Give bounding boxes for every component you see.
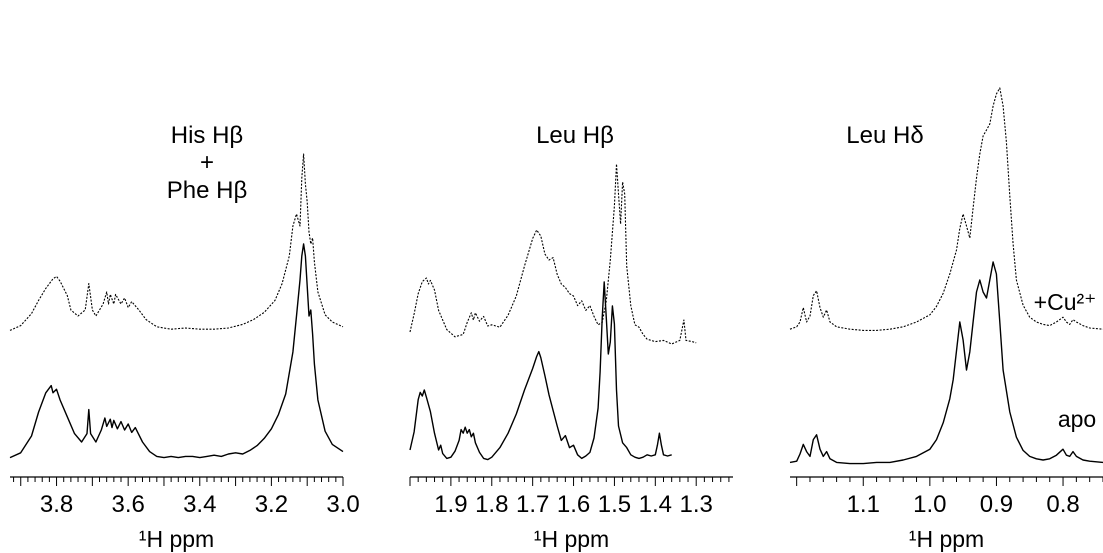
spectrum-trace-solid bbox=[409, 281, 672, 461]
tick-label: 1.7 bbox=[516, 491, 549, 518]
tick-label: 1.9 bbox=[434, 491, 467, 518]
panel-leu-delta: +Cu²⁺ apo 1.1 1.0 0.9 0.8 ¹H ppm Leu Hδ bbox=[789, 87, 1103, 552]
tick-label: 1.0 bbox=[913, 491, 946, 518]
tick-label: 3.2 bbox=[255, 491, 288, 518]
spectrum-trace-dotted bbox=[409, 163, 697, 345]
peak-annotation: Leu Hδ bbox=[846, 122, 923, 149]
tick-label: 1.1 bbox=[847, 491, 880, 518]
panel-his-phe: 3.8 3.6 3.4 3.2 3.0 ¹H ppm His Hβ+Phe Hβ bbox=[9, 122, 360, 552]
spectrum-trace-solid bbox=[789, 261, 1103, 465]
peak-annotation: His Hβ bbox=[171, 122, 243, 149]
peak-annotation: Phe Hβ bbox=[167, 177, 248, 204]
spectrum-trace-dotted bbox=[9, 153, 344, 331]
x-axis-title: ¹H ppm bbox=[534, 526, 609, 552]
tick-label: 3.4 bbox=[183, 491, 216, 518]
tick-label: 0.8 bbox=[1046, 491, 1079, 518]
tick-label: 3.8 bbox=[40, 491, 73, 518]
x-axis-title: ¹H ppm bbox=[909, 526, 984, 552]
tick-label: 1.4 bbox=[639, 491, 672, 518]
tick-label: 1.8 bbox=[475, 491, 508, 518]
spectrum-trace-dotted bbox=[789, 87, 1103, 331]
spectrum-trace-solid bbox=[9, 243, 344, 459]
tick-label: 1.3 bbox=[680, 491, 713, 518]
tick-label: 1.6 bbox=[557, 491, 590, 518]
sample-label: apo bbox=[1058, 406, 1096, 432]
tick-label: 1.5 bbox=[598, 491, 631, 518]
tick-label: 3.0 bbox=[326, 491, 359, 518]
peak-annotation: Leu Hβ bbox=[536, 122, 614, 149]
tick-label: 0.9 bbox=[980, 491, 1013, 518]
tick-label: 3.6 bbox=[111, 491, 144, 518]
x-axis-title: ¹H ppm bbox=[139, 526, 214, 552]
peak-annotation: + bbox=[200, 149, 214, 176]
sample-label: +Cu²⁺ bbox=[1034, 289, 1097, 315]
panel-leu-beta: 1.9 1.8 1.7 1.6 1.5 1.4 1.3 ¹H ppm Leu Hβ bbox=[409, 122, 733, 552]
